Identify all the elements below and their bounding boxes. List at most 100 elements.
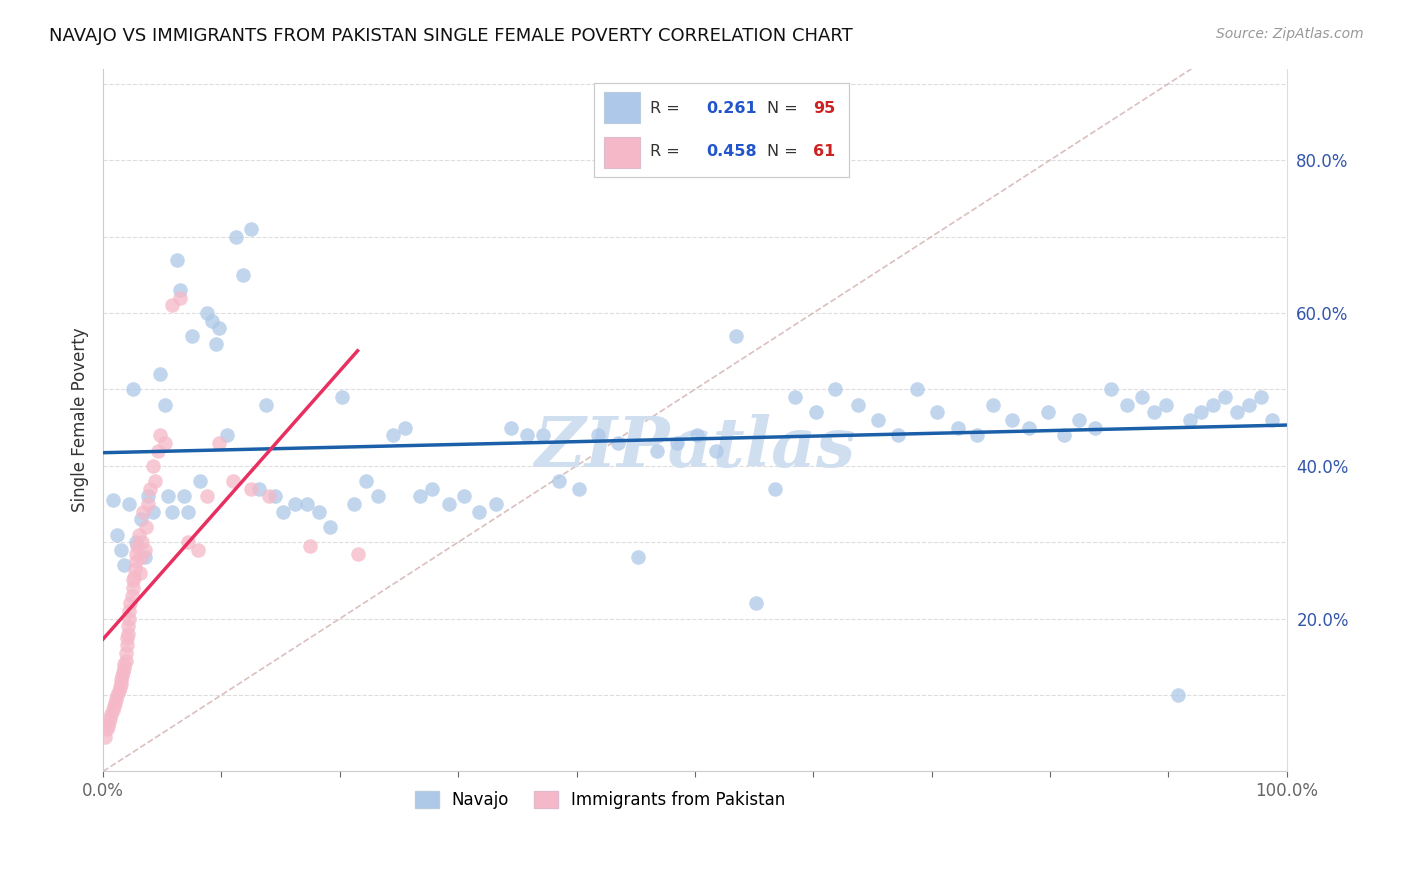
Point: [225, 229, 247, 244]
Point: [125, 547, 148, 561]
Point: [704, 443, 727, 458]
Point: [217, 428, 239, 442]
Point: [97, 718, 120, 732]
Point: [686, 428, 709, 442]
Point: [299, 539, 322, 553]
Point: [1101, 383, 1123, 397]
Point: [346, 547, 368, 561]
Point: [208, 321, 231, 335]
Point: [134, 550, 156, 565]
Point: [256, 398, 278, 412]
Point: [1237, 398, 1260, 412]
Point: [121, 581, 143, 595]
Point: [100, 707, 122, 722]
Point: [180, 329, 202, 343]
Point: [166, 252, 188, 267]
Point: [354, 474, 377, 488]
Point: [169, 291, 191, 305]
Point: [131, 535, 153, 549]
Point: [134, 542, 156, 557]
Point: [114, 657, 136, 672]
Text: NAVAJO VS IMMIGRANTS FROM PAKISTAN SINGLE FEMALE POVERTY CORRELATION CHART: NAVAJO VS IMMIGRANTS FROM PAKISTAN SINGL…: [49, 27, 853, 45]
Point: [308, 505, 330, 519]
Point: [204, 336, 226, 351]
Point: [120, 596, 142, 610]
Point: [453, 489, 475, 503]
Point: [98, 711, 121, 725]
Point: [367, 489, 389, 503]
Point: [516, 428, 538, 442]
Point: [146, 443, 169, 458]
Point: [745, 596, 768, 610]
Point: [118, 611, 141, 625]
Point: [169, 283, 191, 297]
Point: [124, 562, 146, 576]
Point: [177, 535, 200, 549]
Point: [284, 497, 307, 511]
Point: [420, 482, 443, 496]
Point: [115, 638, 138, 652]
Point: [108, 681, 131, 695]
Point: [160, 298, 183, 312]
Text: Source: ZipAtlas.com: Source: ZipAtlas.com: [1216, 27, 1364, 41]
Point: [905, 383, 928, 397]
Point: [547, 474, 569, 488]
Point: [966, 428, 988, 442]
Point: [343, 497, 366, 511]
Point: [531, 428, 554, 442]
Point: [112, 665, 135, 679]
Point: [173, 489, 195, 503]
Point: [177, 505, 200, 519]
Point: [208, 435, 231, 450]
Point: [104, 696, 127, 710]
Point: [114, 646, 136, 660]
Point: [981, 398, 1004, 412]
Point: [121, 574, 143, 588]
Point: [149, 428, 172, 442]
Point: [763, 482, 786, 496]
Point: [111, 669, 134, 683]
Point: [115, 631, 138, 645]
Point: [240, 482, 263, 496]
Point: [195, 306, 218, 320]
Point: [105, 691, 128, 706]
Point: [1084, 420, 1107, 434]
Point: [485, 497, 508, 511]
Point: [118, 497, 141, 511]
Point: [437, 497, 460, 511]
Point: [160, 505, 183, 519]
Point: [1001, 413, 1024, 427]
Point: [887, 428, 910, 442]
Point: [117, 627, 139, 641]
Point: [319, 520, 342, 534]
Point: [927, 405, 949, 419]
Point: [257, 489, 280, 503]
Point: [846, 398, 869, 412]
Point: [142, 458, 165, 473]
Point: [1226, 405, 1249, 419]
Point: [136, 497, 159, 511]
Point: [1115, 398, 1137, 412]
Point: [121, 383, 143, 397]
Point: [136, 489, 159, 503]
Point: [1069, 413, 1091, 427]
Point: [409, 489, 432, 503]
Point: [149, 367, 172, 381]
Y-axis label: Single Female Poverty: Single Female Poverty: [72, 327, 89, 512]
Point: [129, 550, 152, 565]
Point: [1213, 390, 1236, 404]
Point: [271, 505, 294, 519]
Point: [232, 268, 254, 282]
Point: [110, 676, 132, 690]
Point: [1036, 405, 1059, 419]
Point: [157, 489, 180, 503]
Point: [139, 482, 162, 496]
Point: [645, 443, 668, 458]
Point: [101, 703, 124, 717]
Point: [222, 474, 245, 488]
Point: [132, 505, 155, 519]
Point: [98, 714, 121, 729]
Point: [110, 673, 132, 687]
Point: [201, 313, 224, 327]
Point: [125, 535, 148, 549]
